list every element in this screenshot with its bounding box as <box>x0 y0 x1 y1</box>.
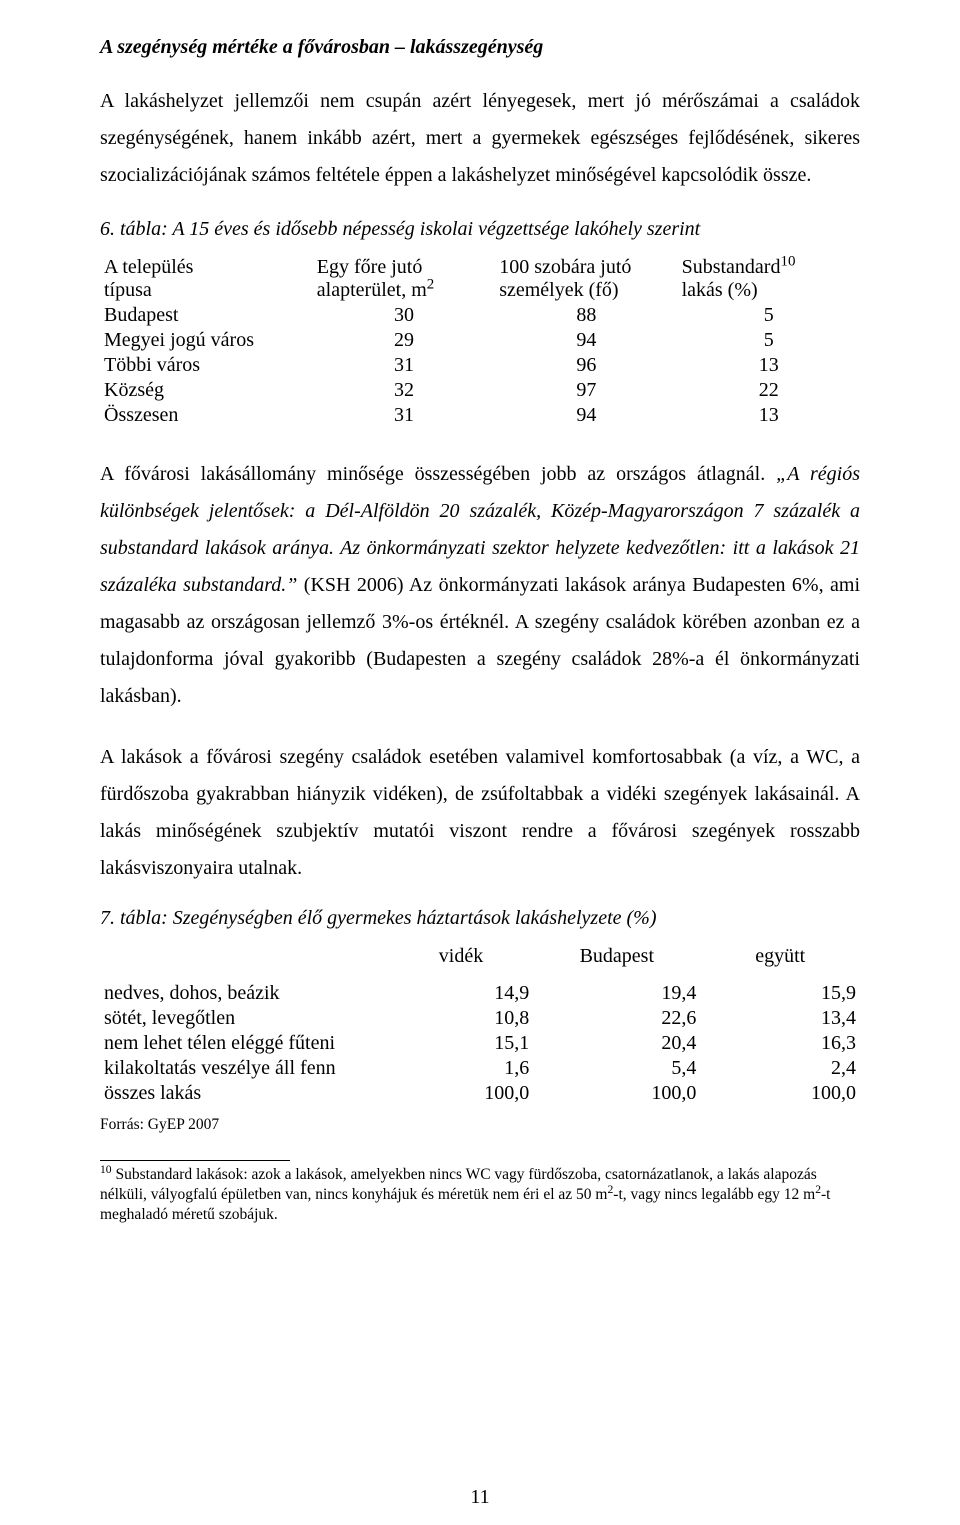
cell: kilakoltatás veszélye áll fenn <box>100 1056 389 1081</box>
cell: 32 <box>313 378 495 403</box>
cell: Összesen <box>100 403 313 428</box>
cell: 94 <box>495 403 677 428</box>
cell: 19,4 <box>533 981 700 1006</box>
footnote-mid: -t, vagy nincs legalább egy 12 m <box>613 1186 815 1203</box>
table6-h3-l1: 100 szobára jutó <box>499 256 631 278</box>
p2-s1: A fővárosi lakásállomány minősége összes… <box>100 463 776 485</box>
table-row: kilakoltatás veszélye áll fenn 1,6 5,4 2… <box>100 1056 860 1081</box>
table-row: sötét, levegőtlen 10,8 22,6 13,4 <box>100 1006 860 1031</box>
cell: 97 <box>495 378 677 403</box>
cell: 94 <box>495 328 677 353</box>
table-row: Többi város 31 96 13 <box>100 353 860 378</box>
cell: 13 <box>678 403 860 428</box>
t7-h2: vidék <box>389 944 533 969</box>
section-title: A szegénység mértéke a fővárosban – laká… <box>100 36 860 59</box>
cell: 16,3 <box>700 1031 860 1056</box>
table7-header-row: vidék Budapest együtt <box>100 944 860 969</box>
t7-h4: együtt <box>700 944 860 969</box>
paragraph-2: A fővárosi lakásállomány minősége összes… <box>100 456 860 715</box>
table6-h2-l2: alapterület, m <box>317 279 427 301</box>
table6-h4-l1: Substandard <box>682 256 781 278</box>
table-7: vidék Budapest együtt nedves, dohos, beá… <box>100 944 860 1106</box>
table-row: Összesen 31 94 13 <box>100 403 860 428</box>
cell: 5 <box>678 328 860 353</box>
table7-source: Forrás: GyEP 2007 <box>100 1116 860 1134</box>
cell: Község <box>100 378 313 403</box>
cell: 15,9 <box>700 981 860 1006</box>
cell: 13 <box>678 353 860 378</box>
table-row: összes lakás 100,0 100,0 100,0 <box>100 1081 860 1106</box>
cell: 100,0 <box>389 1081 533 1106</box>
cell: 22,6 <box>533 1006 700 1031</box>
cell: Budapest <box>100 303 313 328</box>
cell: 15,1 <box>389 1031 533 1056</box>
cell: 5,4 <box>533 1056 700 1081</box>
cell: 96 <box>495 353 677 378</box>
table-6: A település típusa Egy főre jutó alapter… <box>100 255 860 428</box>
cell: összes lakás <box>100 1081 389 1106</box>
cell: 30 <box>313 303 495 328</box>
cell: 1,6 <box>389 1056 533 1081</box>
cell: 22 <box>678 378 860 403</box>
table-row: nem lehet télen eléggé fűteni 15,1 20,4 … <box>100 1031 860 1056</box>
cell: 13,4 <box>700 1006 860 1031</box>
cell: nem lehet télen eléggé fűteni <box>100 1031 389 1056</box>
table6-h4-sup: 10 <box>780 253 795 269</box>
footnote-separator <box>100 1160 290 1161</box>
footnote-num: 10 <box>100 1163 112 1176</box>
cell: 31 <box>313 353 495 378</box>
cell: nedves, dohos, beázik <box>100 981 389 1006</box>
cell: 20,4 <box>533 1031 700 1056</box>
table6-caption: 6. tábla: A 15 éves és idősebb népesség … <box>100 218 860 241</box>
cell: 31 <box>313 403 495 428</box>
table-row: Megyei jogú város 29 94 5 <box>100 328 860 353</box>
table-row: Budapest 30 88 5 <box>100 303 860 328</box>
footnote-10: 10 Substandard lakások: azok a lakások, … <box>100 1165 860 1225</box>
cell: 2,4 <box>700 1056 860 1081</box>
table6-h1-l2: típusa <box>104 279 152 301</box>
table-row: Község 32 97 22 <box>100 378 860 403</box>
cell: 100,0 <box>533 1081 700 1106</box>
paragraph-1: A lakáshelyzet jellemzői nem csupán azér… <box>100 83 860 194</box>
cell: 100,0 <box>700 1081 860 1106</box>
table7-caption: 7. tábla: Szegénységben élő gyermekes há… <box>100 907 860 930</box>
t7-h3: Budapest <box>533 944 700 969</box>
cell: 88 <box>495 303 677 328</box>
cell: 14,9 <box>389 981 533 1006</box>
page-number: 11 <box>0 1486 960 1509</box>
cell: 5 <box>678 303 860 328</box>
cell: sötét, levegőtlen <box>100 1006 389 1031</box>
paragraph-3: A lakások a fővárosi szegény családok es… <box>100 739 860 887</box>
table6-h4-l2: lakás (%) <box>682 279 758 301</box>
table6-h2-l1: Egy főre jutó <box>317 256 423 278</box>
table6-h3-l2: személyek (fő) <box>499 279 618 301</box>
cell: Többi város <box>100 353 313 378</box>
table-row: nedves, dohos, beázik 14,9 19,4 15,9 <box>100 981 860 1006</box>
table6-header-row: A település típusa Egy főre jutó alapter… <box>100 255 860 303</box>
cell: 29 <box>313 328 495 353</box>
cell: 10,8 <box>389 1006 533 1031</box>
table6-h1-l1: A település <box>104 256 193 278</box>
cell: Megyei jogú város <box>100 328 313 353</box>
document-page: A szegénység mértéke a fővárosban – laká… <box>0 0 960 1525</box>
table6-h2-sup: 2 <box>427 276 435 292</box>
